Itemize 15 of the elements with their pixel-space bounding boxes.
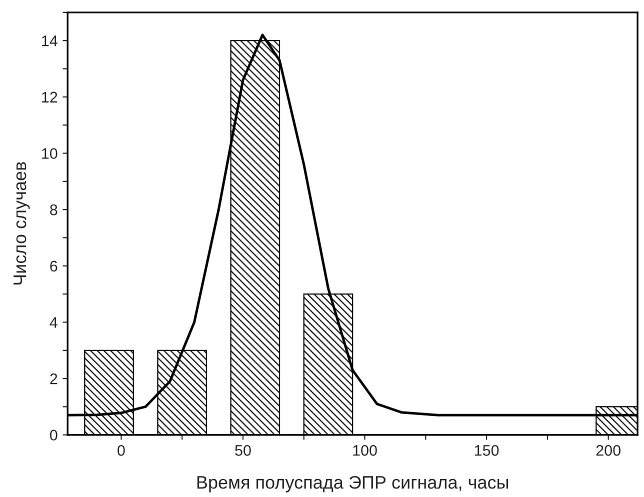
y-tick-label: 2: [50, 373, 58, 384]
y-tick-label: 6: [50, 260, 58, 272]
x-tick-label: 200: [596, 445, 620, 456]
y-tick-label: 8: [50, 204, 58, 216]
y-tick-label: 12: [42, 92, 58, 102]
x-tick-label: 100: [353, 445, 377, 456]
y-axis-title: Число случаев: [14, 162, 30, 285]
x-tick-label: 50: [235, 445, 251, 456]
x-axis-title: Время полуспада ЭПР сигнала, часы: [197, 476, 508, 492]
x-tick-label: 0: [118, 445, 125, 456]
y-tick-label: 10: [42, 148, 58, 159]
y-tick-label: 14: [42, 36, 58, 46]
y-tick-label: 0: [50, 430, 58, 441]
x-tick-label: 150: [474, 445, 499, 456]
y-tick-label: 4: [50, 317, 58, 328]
